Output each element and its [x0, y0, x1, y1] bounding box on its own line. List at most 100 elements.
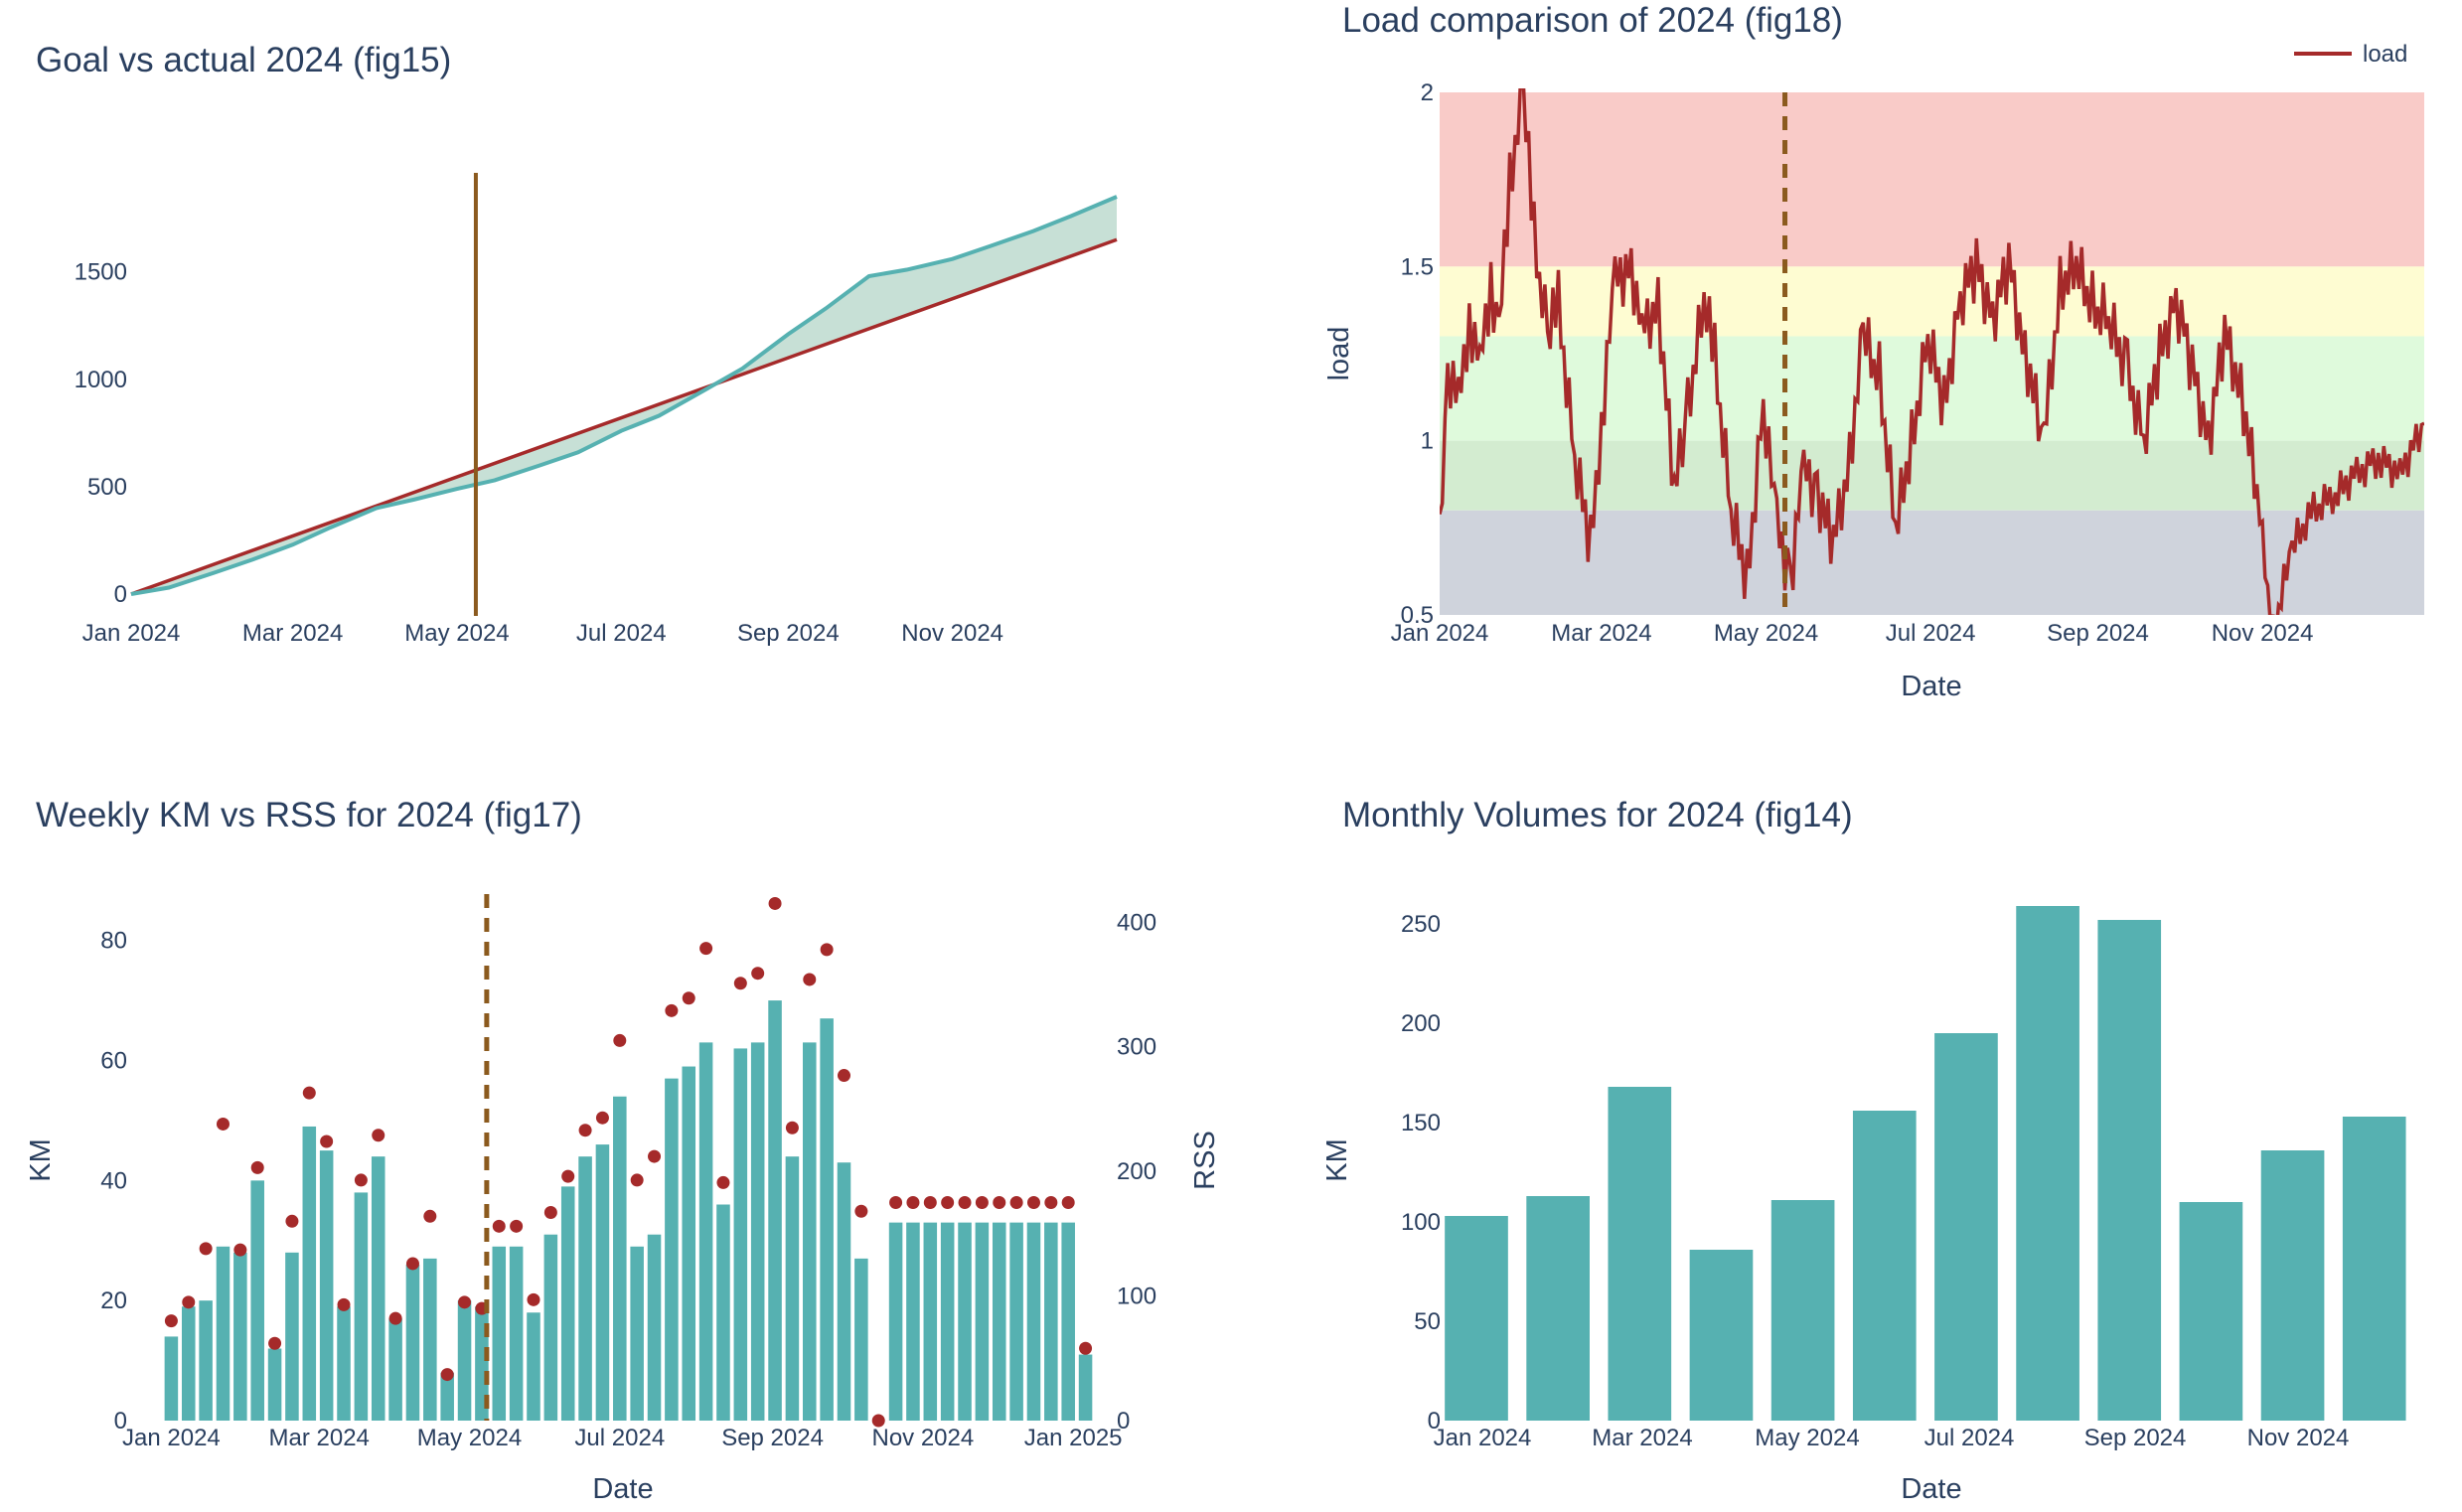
y-tick-label: 150: [1401, 1110, 1441, 1136]
y-tick-label: 100: [1401, 1209, 1441, 1236]
load-comparison-chart: Load comparison of 2024 (fig18) 0.5 1 1.5 2…: [1231, 0, 2462, 755]
x-tick-label: May 2024: [1714, 620, 1818, 647]
rss-point: [578, 1124, 592, 1137]
x-tick-label: Jan 2024: [1391, 620, 1489, 647]
x-tick-label: Nov 2024: [901, 620, 1003, 647]
km-bar: [940, 1222, 955, 1421]
load-zone-green2: [1440, 440, 2424, 511]
km-bar: [595, 1144, 610, 1421]
rss-point: [1061, 1195, 1075, 1209]
rss-point: [733, 977, 747, 990]
rss-point: [302, 1086, 316, 1100]
rss-point: [423, 1209, 437, 1223]
km-bar: [750, 1042, 765, 1421]
month-bar: [1770, 1200, 1835, 1421]
y-tick-label: 50: [1414, 1308, 1441, 1335]
x-axis-title: Date: [592, 1473, 653, 1505]
load-zone-yellow: [1440, 266, 2424, 337]
rss-point: [958, 1195, 972, 1209]
km-bar: [665, 1078, 679, 1421]
month-bar: [2179, 1202, 2243, 1421]
x-tick-label: Jan 2025: [1024, 1425, 1123, 1451]
km-bar: [1078, 1354, 1093, 1421]
goal-line: [130, 237, 1118, 596]
y-tick-label: 0: [114, 581, 127, 608]
legend-label[interactable]: load: [2363, 41, 2407, 68]
y-tick-label: 80: [100, 928, 127, 955]
rss-point: [785, 1121, 799, 1134]
km-bar: [405, 1264, 420, 1421]
rss-point: [941, 1195, 955, 1209]
rss-point: [510, 1219, 524, 1233]
goal-actual-gap-area: [131, 197, 1117, 594]
month-bar: [1526, 1196, 1590, 1421]
x-tick-label: Jan 2024: [1434, 1425, 1532, 1451]
km-bar: [181, 1306, 196, 1421]
rss-point: [889, 1195, 903, 1209]
km-bar: [906, 1222, 920, 1421]
rss-point: [199, 1242, 213, 1256]
rss-point: [250, 1160, 264, 1174]
chart-title: Goal vs actual 2024 (fig15): [36, 41, 451, 79]
x-tick-label: Jan 2024: [122, 1425, 221, 1451]
rss-point: [820, 943, 834, 957]
x-tick-label: Sep 2024: [2084, 1425, 2187, 1451]
rss-point: [1044, 1195, 1058, 1209]
rss-point: [164, 1314, 178, 1328]
month-bar: [1445, 1216, 1508, 1421]
rss-point: [665, 1003, 679, 1017]
rss-point: [1009, 1195, 1023, 1209]
km-bar: [992, 1222, 1006, 1421]
km-bar: [509, 1246, 524, 1421]
rss-point: [699, 942, 713, 956]
km-bar: [1061, 1222, 1075, 1421]
x-tick-label: Nov 2024: [2247, 1425, 2350, 1451]
rss-point: [354, 1173, 368, 1187]
rss-point: [716, 1175, 730, 1189]
goal-vs-actual-chart: Goal vs actual 2024 (fig15) 0 500 1000 1500…: [0, 0, 1231, 755]
km-bar: [337, 1306, 351, 1421]
weekly-km-rss-chart: Weekly KM vs RSS for 2024 (fig17) 0 20 40 6…: [0, 755, 1231, 1512]
rss-point: [768, 896, 782, 910]
rss-point: [803, 973, 817, 986]
month-bar: [2342, 1117, 2406, 1421]
x-tick-label: Jul 2024: [1924, 1425, 2015, 1451]
rss-point: [1079, 1341, 1093, 1355]
y2-tick-label: 400: [1117, 909, 1156, 936]
load-comparison-svg: Load comparison of 2024 (fig18) 0.5 1 1.5 2…: [1323, 1, 2424, 702]
km-bar: [354, 1192, 369, 1421]
rss-point: [458, 1295, 472, 1309]
km-bar: [698, 1042, 713, 1421]
km-bar: [560, 1186, 575, 1421]
rss-point: [372, 1129, 385, 1142]
km-bar: [216, 1246, 231, 1421]
y-tick-label: 0: [1428, 1408, 1441, 1435]
monthly-volumes-svg: Monthly Volumes for 2024 (fig14) 0 50 100 1…: [1321, 796, 2406, 1505]
chart-title: Weekly KM vs RSS for 2024 (fig17): [36, 796, 582, 834]
y-axis-title: KM: [25, 1138, 57, 1182]
y-tick-label: 20: [100, 1287, 127, 1314]
x-tick-label: Mar 2024: [1551, 620, 1651, 647]
y-tick-label: 1000: [75, 367, 127, 393]
chart-title: Monthly Volumes for 2024 (fig14): [1342, 796, 1853, 834]
y-tick-label: 2: [1421, 79, 1434, 106]
x-tick-label: Nov 2024: [2212, 620, 2314, 647]
km-bar: [647, 1234, 662, 1421]
rss-point: [648, 1149, 662, 1163]
km-bar: [164, 1336, 179, 1421]
km-bar: [837, 1162, 851, 1421]
km-bar: [682, 1066, 696, 1421]
x-tick-label: Jul 2024: [576, 620, 667, 647]
km-bar: [888, 1222, 903, 1421]
x-axis-title: Date: [1901, 671, 1961, 702]
rss-point: [595, 1111, 609, 1125]
km-bar: [302, 1126, 317, 1421]
km-bar: [958, 1222, 972, 1421]
km-bar: [613, 1096, 627, 1421]
x-tick-label: Nov 2024: [871, 1425, 974, 1451]
rss-point: [182, 1295, 196, 1309]
km-bar: [578, 1156, 592, 1421]
km-bar: [543, 1234, 558, 1421]
y2-tick-label: 0: [1117, 1408, 1130, 1435]
km-bar: [319, 1150, 334, 1421]
